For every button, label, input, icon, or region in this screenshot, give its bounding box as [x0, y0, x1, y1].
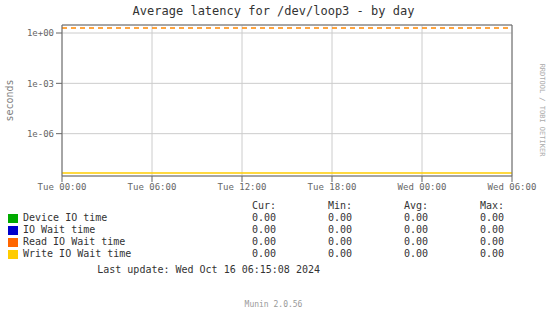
svg-text:1e-03: 1e-03: [27, 79, 54, 89]
svg-text:Tue 00:00: Tue 00:00: [38, 182, 87, 192]
html-text:0.00: 0.00: [403, 224, 428, 235]
svg-text:Tue 12:00: Tue 12:00: [218, 182, 267, 192]
html-text:IO Wait time: IO Wait time: [23, 224, 96, 235]
html-text:Munin 2.0.56: Munin 2.0.56: [244, 300, 303, 309]
svg-text:seconds: seconds: [4, 79, 15, 121]
html-text:Min:: Min:: [327, 200, 352, 211]
html-text:0.00: 0.00: [327, 248, 352, 259]
html-text:0.00: 0.00: [403, 212, 428, 223]
html-text:0.00: 0.00: [479, 224, 504, 235]
svg-text:1e+00: 1e+00: [27, 28, 54, 38]
html-text:0.00: 0.00: [251, 212, 276, 223]
html-text:0.00: 0.00: [327, 212, 352, 223]
html-text:Avg:: Avg:: [403, 200, 428, 211]
html-text:0.00: 0.00: [327, 224, 352, 235]
html-text:Device IO time: Device IO time: [23, 212, 108, 223]
html-text:0.00: 0.00: [251, 236, 276, 247]
html-text:0.00: 0.00: [479, 248, 504, 259]
svg-text:Wed 00:00: Wed 00:00: [398, 182, 447, 192]
html-text:0.00: 0.00: [403, 248, 428, 259]
html-text:0.00: 0.00: [479, 236, 504, 247]
html-text:RRDTOOL / TOBI OETIKER: RRDTOOL / TOBI OETIKER: [538, 63, 546, 157]
svg-text:Tue 18:00: Tue 18:00: [308, 182, 357, 192]
html-text:Last update: Wed Oct 16 06:15:: Last update: Wed Oct 16 06:15:08 2024: [97, 264, 320, 275]
html-text:Read IO Wait time: Read IO Wait time: [23, 236, 126, 247]
html-text:Write IO Wait time: Write IO Wait time: [23, 248, 132, 259]
svg-text:Wed 06:00: Wed 06:00: [488, 182, 537, 192]
html-text:Cur:: Cur:: [251, 200, 276, 211]
html-text:0.00: 0.00: [479, 212, 504, 223]
html-text:Average latency for /dev/loop3: Average latency for /dev/loop3 - by day: [132, 4, 415, 18]
html-text:0.00: 0.00: [403, 236, 428, 247]
svg-text:Tue 06:00: Tue 06:00: [128, 182, 177, 192]
html-text:0.00: 0.00: [251, 224, 276, 235]
html-text:0.00: 0.00: [327, 236, 352, 247]
html-text:0.00: 0.00: [251, 248, 276, 259]
svg-text:1e-06: 1e-06: [27, 129, 54, 139]
html-text:Max:: Max:: [479, 200, 504, 211]
